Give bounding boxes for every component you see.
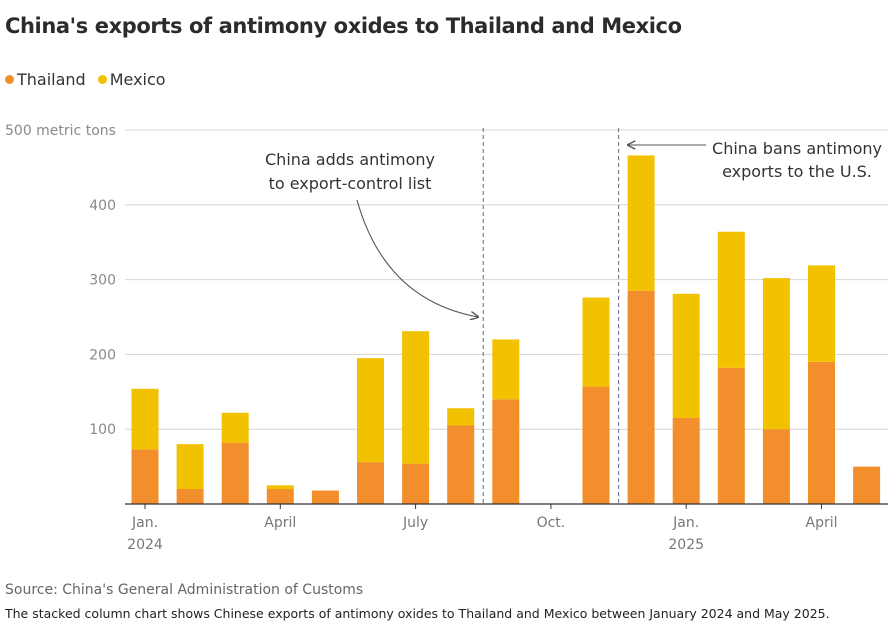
annotation-text: to export-control list — [269, 174, 432, 193]
bar-thailand — [131, 449, 159, 504]
bar-mexico — [131, 388, 159, 450]
bar-thailand — [176, 489, 204, 504]
bar-thailand — [402, 463, 430, 504]
bar-thailand — [762, 429, 790, 504]
y-tick-label: 500 metric tons — [5, 123, 116, 139]
x-tick-label: April — [264, 515, 296, 531]
annotation-arrow — [356, 199, 478, 317]
bars — [131, 155, 881, 504]
bar-thailand — [447, 425, 475, 504]
bar-thailand — [627, 290, 655, 504]
bar-mexico — [762, 278, 790, 430]
x-tick-label: Jan. — [131, 515, 158, 531]
axes: 100 200 300 400 500 metric tons Jan. 2024 April… — [5, 123, 888, 553]
bar-mexico — [266, 485, 294, 490]
bar-mexico — [357, 358, 384, 463]
annotations: China adds antimony to export-control lis… — [265, 128, 882, 504]
annotation-text: exports to the U.S. — [722, 162, 872, 181]
bar-mexico — [672, 293, 700, 418]
source-note: Source: China's General Administration o… — [5, 582, 364, 598]
x-tick-sublabel: 2024 — [127, 537, 163, 553]
x-tick-label: Oct. — [537, 515, 566, 531]
x-tick-label: April — [806, 515, 838, 531]
y-tick-label: 100 — [89, 422, 116, 438]
annotation-text: China bans antimony — [712, 139, 882, 158]
bar-mexico — [582, 297, 610, 387]
legend-label-thailand: Thailand — [17, 70, 86, 89]
bar-thailand — [357, 462, 384, 504]
bar-thailand — [582, 386, 610, 504]
bar-thailand — [717, 367, 745, 504]
x-tick-label: July — [402, 515, 428, 531]
x-tick-sublabel: 2025 — [668, 537, 704, 553]
bar-thailand — [266, 489, 294, 504]
bar-thailand — [672, 417, 700, 504]
bar-mexico — [808, 265, 835, 362]
bar-thailand — [492, 399, 520, 504]
bar-thailand — [808, 361, 835, 504]
chart-caption: The stacked column chart shows Chinese e… — [5, 606, 830, 621]
y-tick-label: 400 — [89, 198, 116, 214]
legend: Thailand Mexico — [5, 70, 178, 89]
bar-thailand — [311, 490, 339, 504]
y-tick-label: 300 — [89, 273, 116, 289]
bar-mexico — [492, 339, 520, 400]
bar-mexico — [447, 408, 475, 426]
legend-item-mexico: Mexico — [97, 70, 166, 89]
annotation-text: China adds antimony — [265, 150, 435, 169]
legend-item-thailand: Thailand — [5, 70, 86, 89]
bar-thailand — [853, 466, 881, 504]
bar-mexico — [402, 331, 430, 464]
chart-title: China's exports of antimony oxides to Th… — [5, 14, 682, 38]
bar-thailand — [221, 442, 249, 504]
bar-mexico — [221, 412, 249, 443]
bar-mexico — [627, 155, 655, 291]
legend-swatch-thailand — [5, 75, 14, 84]
bar-mexico — [717, 231, 745, 368]
legend-label-mexico: Mexico — [109, 70, 166, 89]
legend-swatch-mexico — [97, 75, 107, 84]
y-tick-label: 200 — [89, 347, 116, 363]
x-tick-label: Jan. — [672, 515, 699, 531]
bar-mexico — [176, 444, 204, 490]
